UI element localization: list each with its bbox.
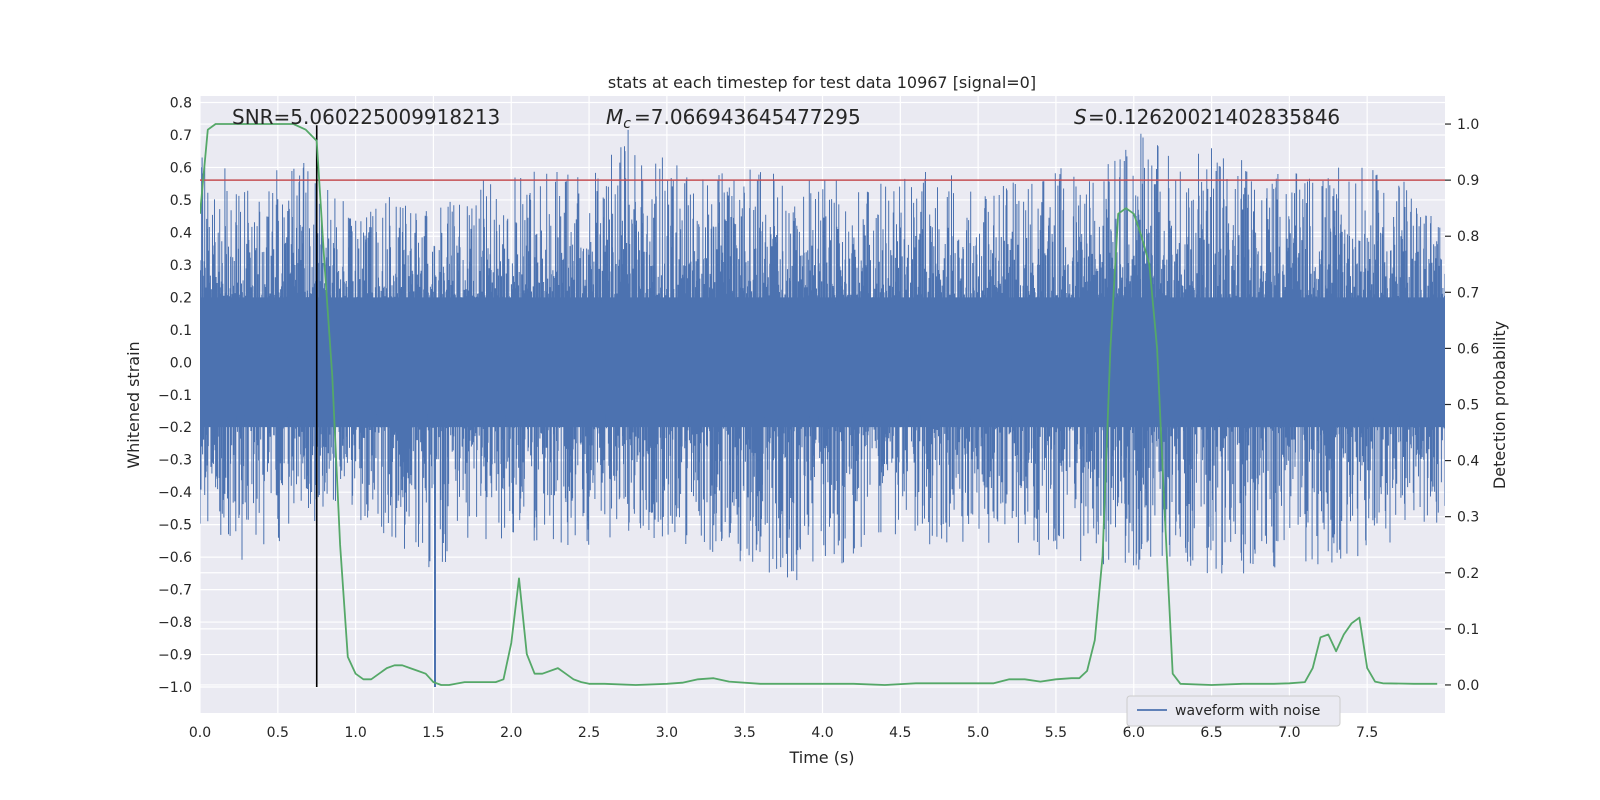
x-tick-label: 4.0 (811, 725, 833, 741)
y2-tick-label: 0.1 (1457, 622, 1479, 638)
y2-tick-label: 0.3 (1457, 510, 1479, 526)
y2-axis-ticks: 1.0 0.9 0.8 0.7 0.6 0.5 0.4 0.3 0.2 0.1 0.0 (1445, 117, 1479, 694)
x-tick-label: 2.0 (500, 725, 522, 741)
y-tick-label: 0.4 (170, 225, 192, 241)
y-tick-label: −0.3 (158, 453, 192, 469)
y-tick-label: 0.1 (170, 323, 192, 339)
legend-label: waveform with noise (1175, 703, 1320, 719)
detection-probability-series (200, 123, 1438, 686)
y-tick-label: 0.6 (170, 160, 192, 176)
x-tick-label: 0.5 (267, 725, 289, 741)
x-tick-label: 7.0 (1278, 725, 1300, 741)
waveform-spikes (200, 129, 1445, 581)
mc-annotation: =7.066943645477295 (634, 105, 861, 129)
x-axis-ticks: 0.0 0.5 1.0 1.5 2.0 2.5 3.0 3.5 4.0 4.5 5.0 5.5 6.0 6… (189, 725, 1378, 741)
y-tick-label: −0.2 (158, 420, 192, 436)
x-tick-label: 1.0 (344, 725, 366, 741)
x-tick-label: 4.5 (889, 725, 911, 741)
y2-tick-label: 0.9 (1457, 173, 1479, 189)
x-tick-label: 6.5 (1200, 725, 1222, 741)
y-tick-label: 0.2 (170, 290, 192, 306)
s-annotation: =0.12620021402835846 (1088, 105, 1340, 129)
chart-title: stats at each timestep for test data 109… (608, 73, 1036, 92)
y-tick-label: −0.4 (158, 485, 192, 501)
y-tick-label: 0.3 (170, 258, 192, 274)
y-tick-label: −1.0 (158, 680, 192, 696)
y-tick-label: −0.6 (158, 550, 192, 566)
x-axis-title: Time (s) (788, 748, 854, 767)
legend: waveform with noise (1126, 695, 1341, 727)
y2-tick-label: 0.4 (1457, 454, 1479, 470)
y-tick-label: −0.9 (158, 648, 192, 664)
y-tick-label: −0.5 (158, 518, 192, 534)
x-tick-label: 5.5 (1045, 725, 1067, 741)
y-tick-label: 0.5 (170, 193, 192, 209)
x-tick-label: 3.5 (734, 725, 756, 741)
x-tick-label: 0.0 (189, 725, 211, 741)
y-tick-label: 0.7 (170, 128, 192, 144)
x-tick-label: 7.5 (1356, 725, 1378, 741)
y-tick-label: 0.0 (170, 355, 192, 371)
s-annotation-symbol: S (1074, 105, 1087, 129)
y2-tick-label: 0.7 (1457, 285, 1479, 301)
y2-tick-label: 0.0 (1457, 678, 1479, 694)
snr-annotation: SNR=5.060225009918213 (232, 105, 500, 129)
y2-tick-label: 0.2 (1457, 566, 1479, 582)
y-axis-title: Whitened strain (124, 341, 143, 468)
waveform-series (200, 129, 1445, 688)
y-tick-label: −0.7 (158, 583, 192, 599)
x-tick-label: 2.5 (578, 725, 600, 741)
x-tick-label: 6.0 (1123, 725, 1145, 741)
y-axis-ticks: 0.8 0.7 0.6 0.5 0.4 0.3 0.2 0.1 0.0 −0.1 −0.2 −0.3 −… (158, 95, 192, 696)
detection-probability-line (200, 123, 1438, 686)
x-tick-label: 5.0 (967, 725, 989, 741)
x-tick-label: 1.5 (422, 725, 444, 741)
y2-axis-title: Detection probability (1490, 321, 1509, 489)
y2-tick-label: 0.5 (1457, 398, 1479, 414)
y2-tick-label: 1.0 (1457, 117, 1479, 133)
y-tick-label: −0.1 (158, 388, 192, 404)
y-tick-label: −0.8 (158, 615, 192, 631)
x-tick-label: 3.0 (656, 725, 678, 741)
y-tick-label: 0.8 (170, 95, 192, 111)
y2-tick-label: 0.6 (1457, 341, 1479, 357)
y2-tick-label: 0.8 (1457, 229, 1479, 245)
legend-box (1126, 695, 1341, 727)
